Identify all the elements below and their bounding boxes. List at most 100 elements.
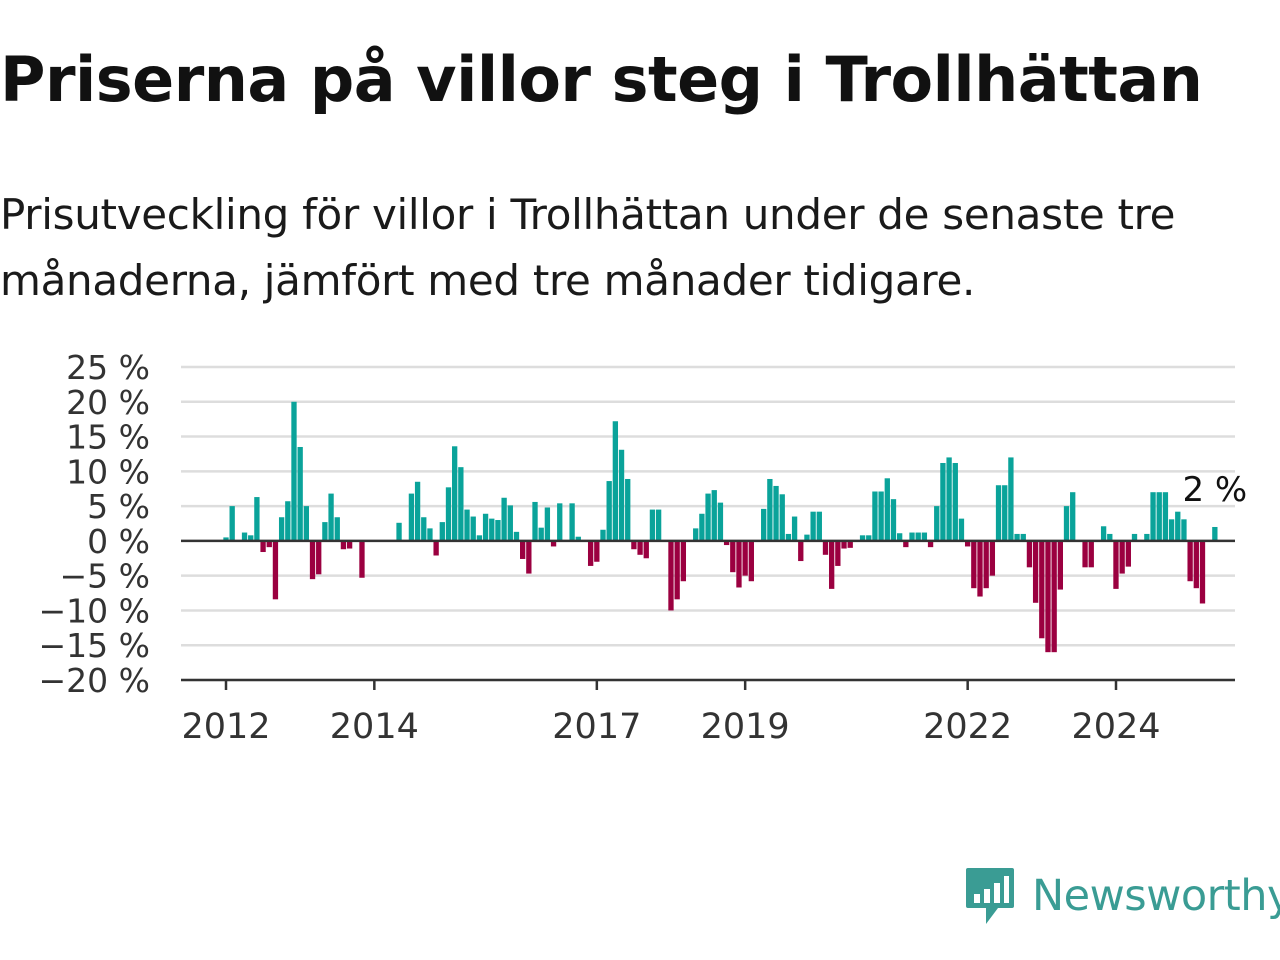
y-tick-label: 5 % [87,487,150,526]
bar [878,491,884,541]
bar [476,535,483,541]
bar [674,540,680,600]
bar [730,540,736,573]
bar [309,540,316,580]
bar [322,522,328,541]
bar [346,540,353,549]
y-tick-label: 25 % [66,348,150,387]
x-tick-label: 2014 [330,707,419,747]
bar [303,506,310,541]
bar [254,497,260,541]
bar [952,462,958,541]
y-tick-label: −15 % [39,626,151,665]
bar [958,518,965,541]
y-tick-label: 10 % [66,452,150,491]
bar [977,540,983,597]
y-tick-label: 20 % [66,383,150,422]
bar [272,540,279,600]
bar [618,449,625,541]
bar [439,522,445,541]
x-tick-label: 2024 [1071,707,1160,747]
bar [1212,526,1218,541]
bar [909,532,915,541]
bar [550,540,557,547]
bar [421,517,427,541]
bar [859,535,866,541]
bar [693,528,699,541]
bar [433,540,439,556]
bar [791,516,798,541]
bar [940,462,946,541]
bar [637,540,643,555]
bar [544,507,551,541]
bar [798,540,804,562]
bar [520,540,526,559]
x-tick-label: 2022 [923,707,1012,747]
bar [513,531,520,541]
bar [989,540,996,576]
bar [655,509,662,541]
bar [705,493,711,541]
bar [767,478,773,541]
bar [1014,533,1020,541]
bar [1181,519,1187,541]
bar [983,540,989,589]
y-tick-label: −5 % [60,557,151,596]
bar [829,540,835,589]
bar [612,421,619,541]
bar [1051,540,1057,653]
bar [890,499,897,541]
bar [810,511,816,541]
newsworthy-logo-icon [966,868,1014,924]
last-value-label: 2 % [1182,470,1247,510]
bar [452,446,458,541]
bar [458,467,464,541]
bar [532,501,538,541]
bar [334,517,340,541]
bar [1125,540,1131,567]
bar [816,511,822,541]
bar [835,540,841,566]
bar [1020,533,1026,541]
bar [915,532,921,541]
bar [625,478,631,541]
bar [464,509,470,541]
bar [1082,540,1088,568]
bar [1002,485,1008,541]
bar [1162,492,1169,541]
bar [964,540,971,547]
bar [569,503,575,541]
bar [223,537,229,541]
brand-logo[interactable]: Newsworthy [964,866,1280,926]
bar [526,540,532,574]
bar [501,497,507,541]
bar [507,505,513,541]
bar [1193,540,1199,589]
bar [927,540,934,548]
bar [587,540,594,566]
x-tick-label: 2017 [552,707,641,747]
bar [229,506,235,541]
bar [921,532,928,541]
bar [723,540,730,546]
bar [427,528,433,541]
bar [600,529,606,541]
y-tick-label: 0 % [87,522,150,561]
bar [1088,540,1094,568]
bar [779,494,785,541]
page-subtitle: Prisutveckling för villor i Trollhättan … [0,190,1176,305]
bar [903,540,909,548]
y-tick-label: 15 % [66,418,150,457]
bar [699,513,705,541]
bar [396,522,402,541]
bar [847,540,853,548]
bar [414,481,421,541]
bar [897,533,903,541]
bar [1144,533,1150,541]
y-tick-label: −10 % [39,591,151,630]
bar [1032,540,1039,603]
bar [866,535,872,541]
bar [482,513,489,541]
bar [785,533,792,541]
bar [1187,540,1193,582]
